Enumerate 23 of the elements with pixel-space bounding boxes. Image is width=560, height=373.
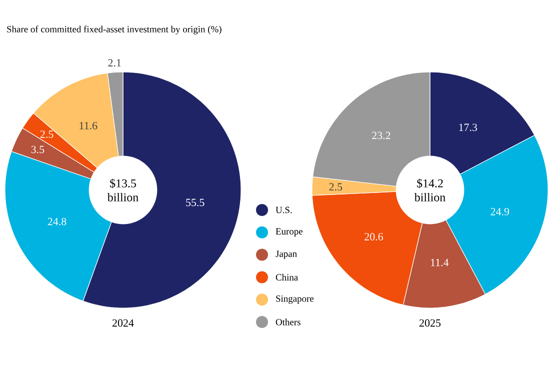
- legend-label: Singapore: [276, 295, 314, 304]
- data-label: 3.5: [31, 146, 44, 154]
- data-label: 2.5: [329, 183, 342, 191]
- text: 2024: [112, 319, 134, 327]
- data-label: 55.5: [186, 198, 204, 206]
- data-label: 2.5: [40, 130, 54, 138]
- text: 2025: [420, 319, 441, 327]
- chart-title: Share of committed fixed-asset investment by origin (%): [7, 26, 222, 34]
- data-label: 17.3: [459, 124, 478, 132]
- data-label: 20.6: [364, 233, 384, 240]
- legend-label: U.S.: [276, 206, 292, 214]
- data-label: 23.2: [372, 132, 390, 140]
- text: $13.5 billion: [107, 178, 138, 202]
- data-label: 11.4: [430, 258, 449, 266]
- legend-label: Others: [276, 318, 300, 326]
- data-label: 2.1: [108, 59, 121, 67]
- legend-label: Japan: [276, 250, 297, 259]
- legend-label: Europe: [276, 228, 303, 237]
- data-label: 24.8: [48, 218, 66, 226]
- text: $14.2 billion: [414, 178, 446, 202]
- legend-label: China: [276, 274, 298, 281]
- data-label: 11.6: [80, 122, 98, 130]
- data-label: 24.9: [490, 208, 510, 216]
